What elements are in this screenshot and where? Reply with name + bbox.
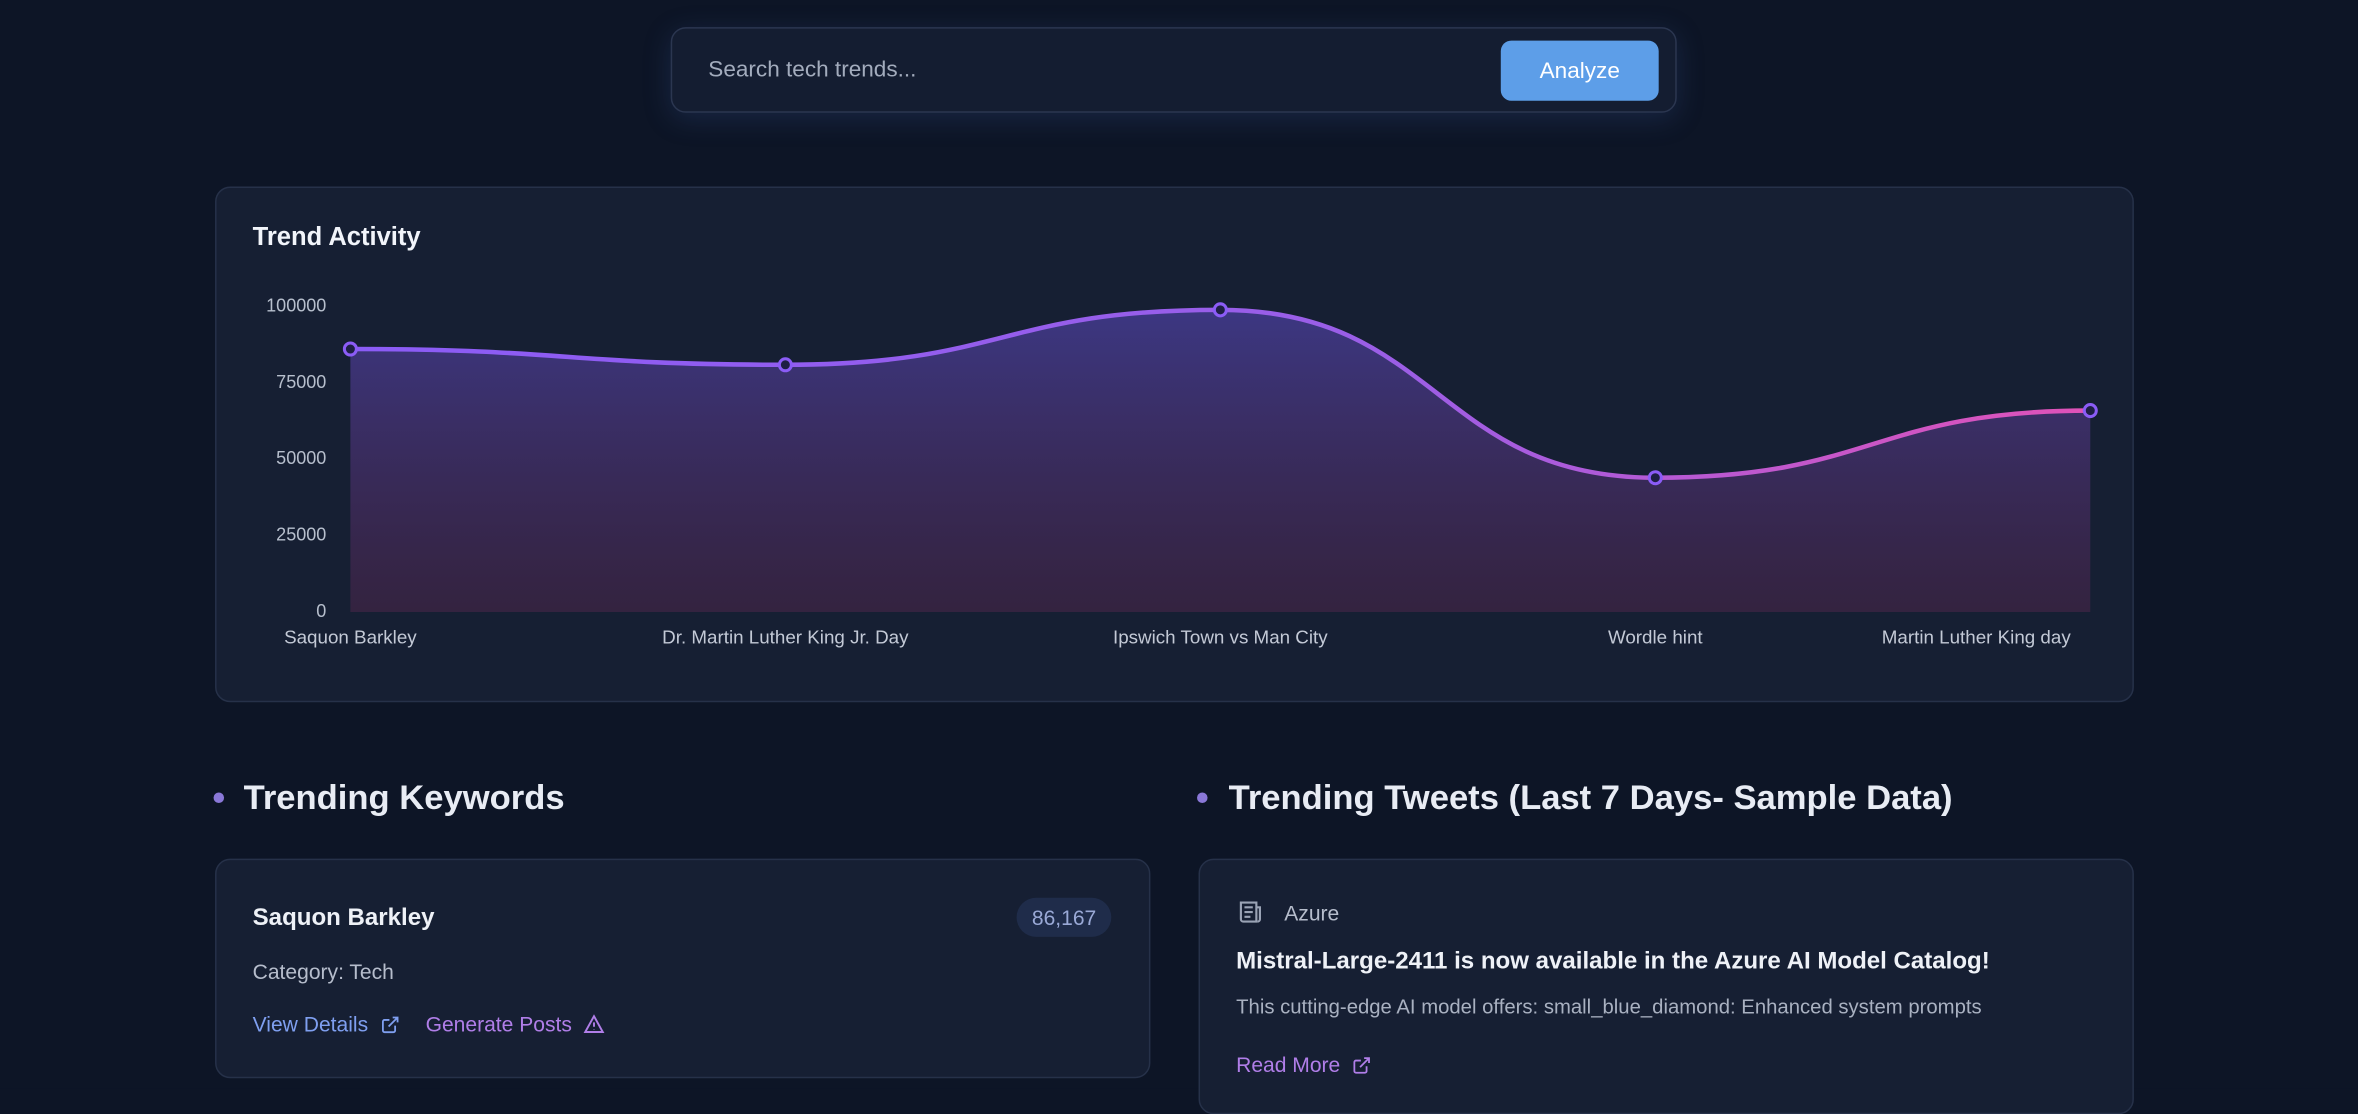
keyword-category: Category: Tech <box>252 959 394 984</box>
external-icon <box>1353 1056 1371 1073</box>
bullet <box>1197 792 1208 804</box>
chart-title: Trend Activity <box>253 223 422 251</box>
x-tick-label: Martin Luther King day <box>1882 627 2072 648</box>
bullet <box>213 792 225 804</box>
link-text: Generate Posts <box>425 1012 572 1037</box>
y-tick-label: 50000 <box>276 448 326 468</box>
tweet-source: Azure <box>1284 900 1340 925</box>
chart-card: Trend Activity 0 25000 50000 75000 100000 Saq… <box>215 186 2134 703</box>
analyze-button[interactable]: Analyze <box>1500 40 1659 101</box>
link-text: Read More <box>1236 1052 1341 1077</box>
x-tick-label: Saquon Barkley <box>284 627 417 648</box>
count-badge: 86,167 <box>1016 897 1112 937</box>
news-icon <box>1239 901 1262 923</box>
x-tick-label: Ipswich Town vs Man City <box>1113 627 1328 648</box>
app: Search tech trends... Analyze Trend Acti… <box>213 27 2134 1114</box>
x-tick-label: Wordle hint <box>1608 627 1703 648</box>
y-tick-label: 75000 <box>276 372 326 392</box>
line <box>350 307 2091 480</box>
y-tick-label: 100000 <box>266 296 326 316</box>
keyword-name: Saquon Barkley <box>252 905 435 931</box>
chart: Trend Activity 0 25000 50000 75000 100000 Saq… <box>253 223 2098 648</box>
warning-icon <box>584 1014 605 1033</box>
search-bar: Search tech trends... Analyze <box>670 27 1677 113</box>
section-heading: Trending Keywords <box>243 777 565 817</box>
tweet-text: This cutting-edge AI model offers: small… <box>1236 995 1982 1019</box>
keyword-card: Saquon Barkley 86,167 Category: Tech Vie… <box>215 858 1151 1079</box>
point <box>342 341 358 357</box>
page: Search tech trends... Analyze Trend Acti… <box>213 27 2134 1114</box>
read-more-link[interactable]: Read More <box>1236 1053 1372 1077</box>
tweet-card: Azure Mistral-Large-2411 is now availabl… <box>1198 858 2134 1114</box>
point <box>777 357 793 373</box>
tweet-title: Mistral-Large-2411 is now available in t… <box>1236 948 1990 975</box>
x-tick-label: Dr. Martin Luther King Jr. Day <box>662 627 909 648</box>
search-input[interactable]: Search tech trends... <box>708 57 917 83</box>
point <box>1647 470 1663 486</box>
point <box>1212 302 1228 318</box>
link-text: View Details <box>252 1012 369 1037</box>
point <box>2082 403 2098 419</box>
section-heading: Trending Tweets (Last 7 Days- Sample Dat… <box>1228 777 1953 817</box>
view-details-link[interactable]: View Details <box>253 1012 400 1036</box>
external-icon <box>381 1015 399 1033</box>
y-tick-label: 0 <box>316 601 326 621</box>
y-tick-label: 25000 <box>276 524 326 544</box>
generate-posts-link[interactable]: Generate Posts <box>426 1012 605 1036</box>
area <box>350 309 2091 613</box>
